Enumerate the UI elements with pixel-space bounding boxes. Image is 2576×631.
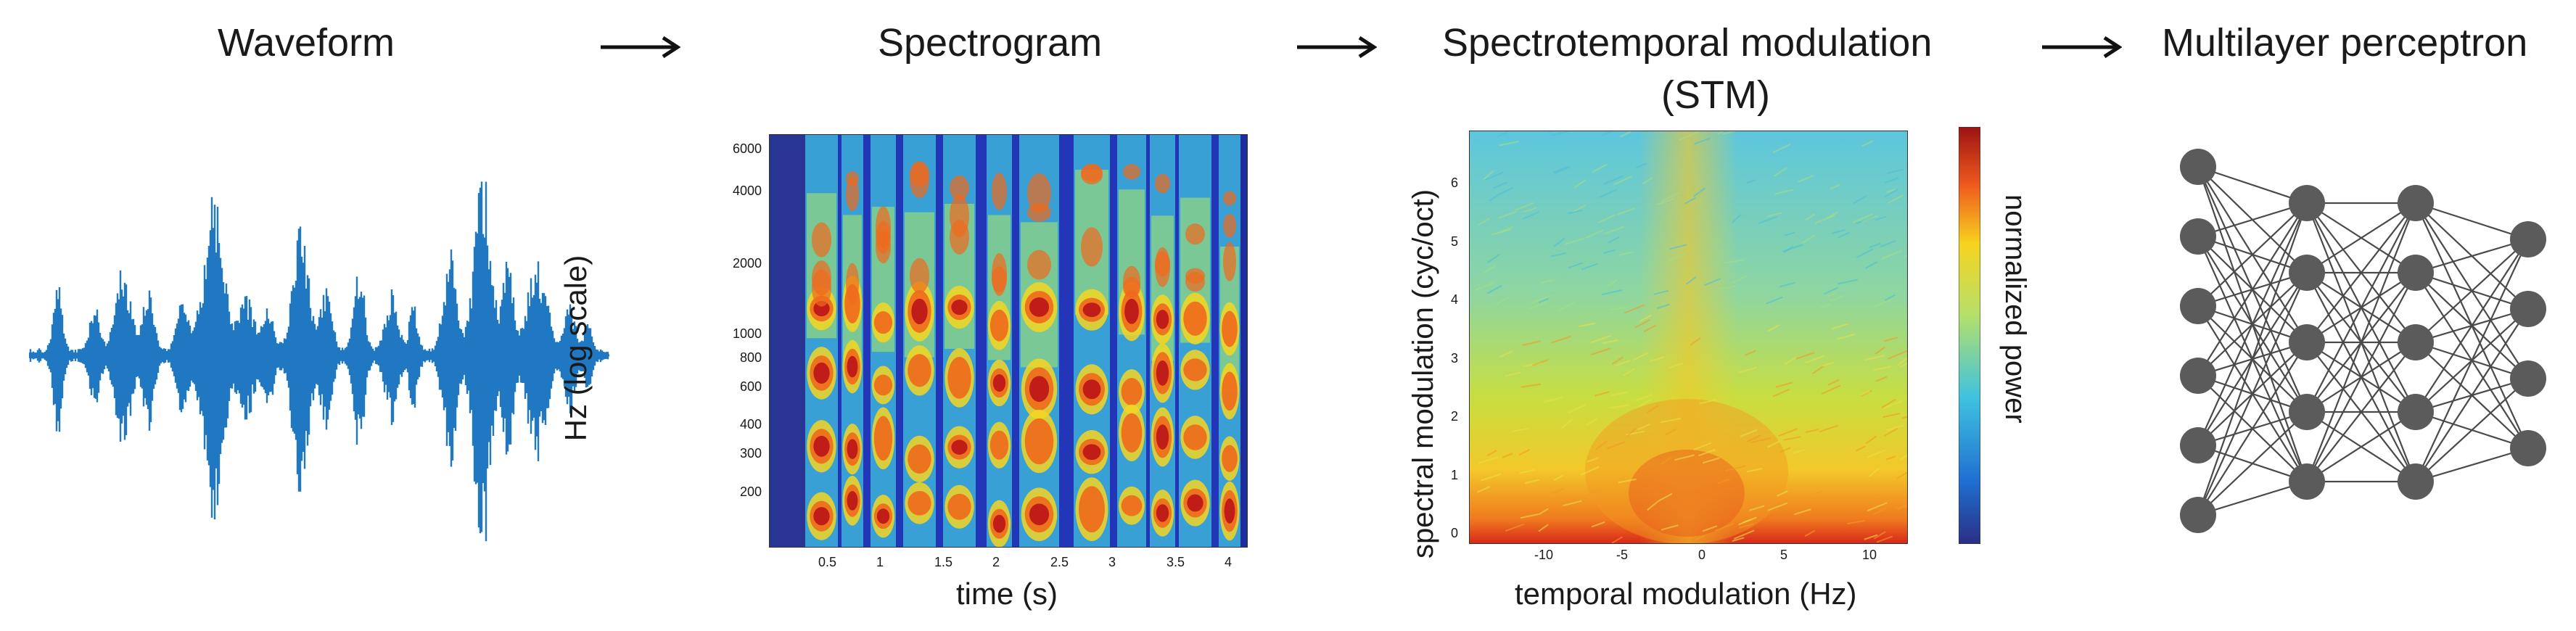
spectrogram-xtick: 1	[876, 555, 884, 569]
arrow-icon	[1297, 36, 1377, 58]
mlp-node	[2289, 394, 2325, 430]
mlp-edge	[2197, 202, 2308, 376]
mlp-edge	[2415, 239, 2529, 343]
stm-xtick: -10	[1534, 548, 1554, 562]
mlp-edge	[2197, 480, 2308, 516]
spectrogram-ytick: 200	[739, 484, 762, 499]
mlp-edge	[2197, 202, 2308, 307]
stm-ytick: 3	[1451, 350, 1459, 366]
mlp-edge	[2306, 342, 2416, 482]
stm-ytick: 5	[1451, 234, 1459, 249]
spectrogram-ytick: 800	[739, 350, 762, 365]
spectrogram-ytick: 400	[739, 417, 762, 432]
spectrogram-ytick: 1000	[732, 326, 762, 341]
mlp-node	[2510, 430, 2546, 466]
mlp-node	[2289, 324, 2325, 360]
mlp-edge	[2306, 411, 2416, 482]
mlp-edge	[2197, 165, 2308, 205]
spectrogram-ytick: 300	[739, 446, 762, 461]
mlp-node	[2180, 358, 2216, 394]
mlp-edge	[2415, 202, 2529, 241]
spectrogram-ytick: 4000	[732, 183, 762, 198]
mlp-edge	[2415, 447, 2529, 483]
mlp-title: Multilayer perceptron	[2162, 21, 2528, 65]
mlp-node	[2180, 427, 2216, 463]
stm-xtick: 10	[1862, 548, 1877, 562]
stm-xtick: -5	[1616, 548, 1629, 562]
mlp-edge	[2197, 411, 2308, 516]
spectrogram-xtick: 2.5	[1050, 555, 1069, 569]
spectrogram-xtick: 3.5	[1166, 555, 1185, 569]
spectrogram-xtick: 3	[1108, 555, 1116, 569]
mlp-edge	[2197, 202, 2308, 516]
mlp-edge	[2415, 378, 2529, 482]
stm-title-line2: (STM)	[1661, 73, 1770, 117]
stm-ytick: 4	[1451, 292, 1459, 307]
mlp-edge	[2197, 272, 2308, 516]
spectrogram-ylabel: Hz (log scale)	[559, 255, 593, 442]
stm-image	[1469, 131, 1908, 544]
spectrogram-image	[769, 134, 1248, 548]
mlp-node	[2398, 394, 2434, 430]
spectrogram-xtick: 0.5	[818, 555, 837, 569]
waveform-title: Waveform	[218, 21, 395, 65]
waveform-plot	[29, 181, 609, 542]
spectrogram-xlabel: time (s)	[956, 577, 1058, 611]
spectrogram-xtick: 1.5	[934, 555, 953, 569]
mlp-edge	[2415, 238, 2529, 274]
mlp-node	[2510, 291, 2546, 327]
mlp-edge	[2305, 202, 2417, 482]
stm-ytick: 1	[1451, 467, 1459, 482]
spectrogram-xtick: 2	[992, 555, 1000, 569]
mlp-edge	[2415, 308, 2529, 482]
spectrogram-ytick: 600	[739, 379, 762, 394]
stm-xlabel: temporal modulation (Hz)	[1515, 577, 1857, 611]
mlp-node	[2398, 255, 2434, 291]
mlp-network	[2180, 149, 2546, 533]
mlp-edge	[2415, 239, 2529, 413]
stm-ytick: 2	[1451, 409, 1459, 424]
mlp-node	[2289, 255, 2325, 291]
spectrogram-ytick: 6000	[732, 141, 762, 156]
stm-xtick: 5	[1780, 548, 1788, 562]
mlp-node	[2510, 360, 2546, 397]
mlp-node	[2289, 185, 2325, 221]
mlp-edge	[2306, 272, 2416, 482]
mlp-node	[2180, 497, 2216, 533]
mlp-edge	[2197, 342, 2308, 516]
mlp-edge	[2197, 202, 2308, 446]
stm-ylabel: spectral modulation (cyc/oct)	[1407, 189, 1439, 558]
mlp-node	[2510, 221, 2546, 257]
mlp-edge	[2415, 239, 2529, 482]
mlp-edge	[2306, 202, 2416, 343]
mlp-node	[2398, 463, 2434, 500]
mlp-node	[2398, 185, 2434, 221]
stm-colorbar-label: normalized power	[1999, 194, 2031, 424]
mlp-node	[2180, 218, 2216, 255]
mlp-node	[2289, 463, 2325, 500]
spectrogram-title: Spectrogram	[878, 21, 1103, 65]
mlp-node	[2398, 324, 2434, 360]
stm-title-line1: Spectrotemporal modulation	[1442, 21, 1933, 65]
stm-xtick: 0	[1698, 548, 1706, 562]
mlp-edge	[2306, 202, 2416, 413]
stm-ytick: 0	[1451, 526, 1459, 540]
stm-colorbar	[1959, 127, 1980, 544]
spectrogram-xtick: 4	[1225, 555, 1233, 569]
arrow-icon	[2042, 36, 2122, 58]
arrow-icon	[601, 36, 680, 58]
mlp-edge	[2197, 202, 2308, 238]
mlp-edge	[2306, 202, 2416, 273]
mlp-node	[2180, 288, 2216, 324]
stm-ytick: 6	[1451, 176, 1459, 190]
spectrogram-ytick: 2000	[732, 256, 762, 271]
mlp-node	[2180, 149, 2216, 185]
